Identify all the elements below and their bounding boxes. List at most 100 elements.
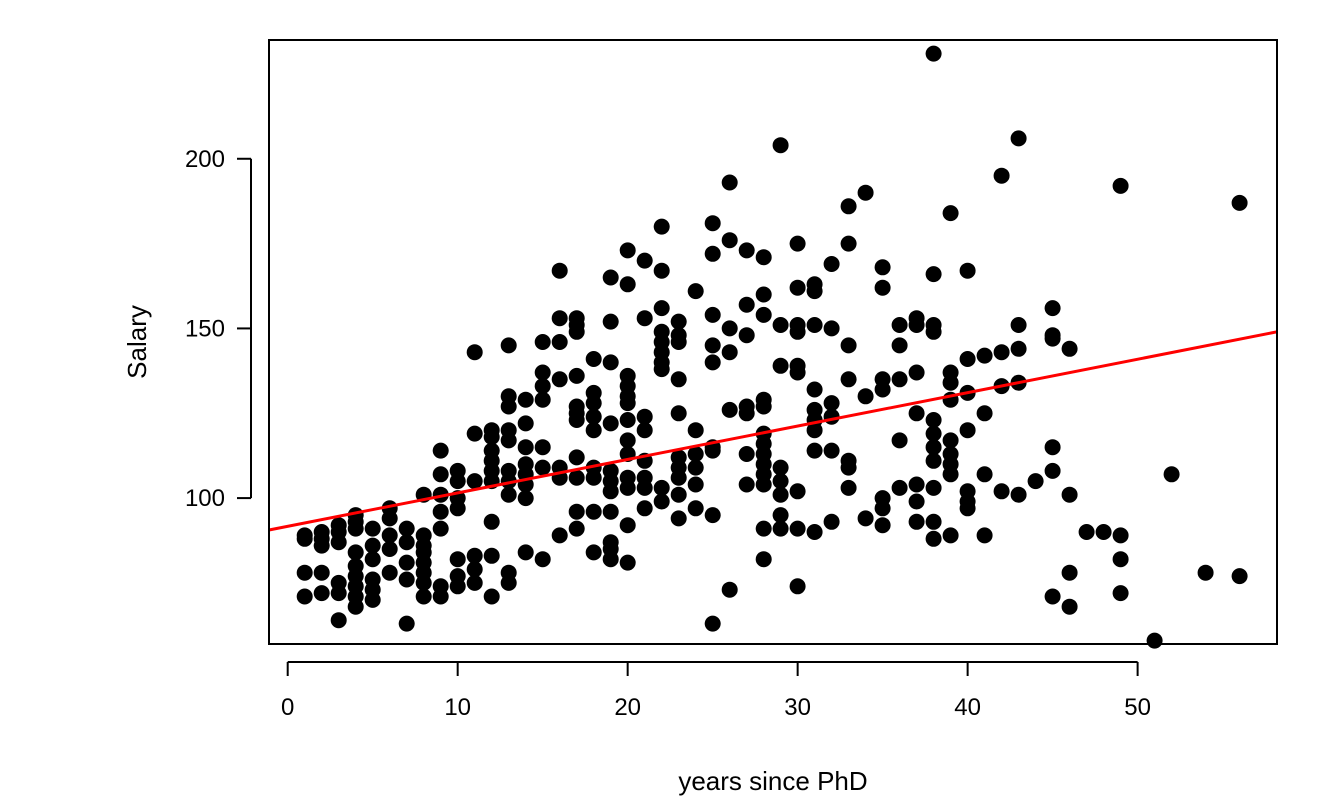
data-point — [602, 313, 619, 330]
data-point — [534, 391, 551, 408]
data-point — [789, 520, 806, 537]
data-point — [1044, 300, 1061, 317]
data-point — [1095, 524, 1112, 540]
data-point — [721, 232, 738, 249]
data-point — [330, 534, 347, 551]
data-point — [517, 490, 534, 507]
data-point — [976, 527, 993, 544]
data-point — [653, 262, 670, 279]
data-point — [755, 520, 772, 537]
data-point — [823, 442, 840, 459]
data-point — [500, 432, 517, 449]
data-point — [738, 296, 755, 313]
data-point — [942, 527, 959, 544]
data-point — [874, 381, 891, 398]
data-point — [670, 334, 687, 350]
data-point — [619, 479, 636, 496]
data-point — [772, 520, 789, 537]
data-point — [568, 503, 585, 520]
data-point — [976, 466, 993, 483]
data-point — [925, 323, 942, 340]
data-point — [806, 317, 823, 333]
data-point — [806, 442, 823, 459]
data-point — [585, 544, 602, 561]
data-point — [296, 588, 313, 605]
data-point — [755, 476, 772, 493]
data-point — [364, 537, 381, 554]
y-tick-label: 100 — [185, 485, 225, 512]
data-point — [398, 571, 415, 588]
data-point — [313, 537, 330, 554]
data-point — [602, 483, 619, 500]
data-point — [789, 578, 806, 595]
data-point — [602, 269, 619, 286]
data-point — [721, 344, 738, 361]
data-point — [704, 442, 721, 459]
data-point — [670, 313, 687, 330]
data-point — [636, 479, 653, 496]
data-point — [1078, 524, 1095, 540]
data-point — [908, 405, 925, 422]
data-point — [534, 334, 551, 350]
data-point — [976, 347, 993, 364]
data-point — [568, 412, 585, 428]
data-point — [381, 510, 398, 527]
data-point — [449, 500, 466, 517]
data-point — [483, 429, 500, 445]
data-point — [636, 500, 653, 517]
data-point — [1146, 632, 1163, 649]
data-point — [585, 469, 602, 486]
data-point — [687, 500, 704, 517]
data-point — [619, 395, 636, 412]
plot-frame — [268, 39, 1278, 645]
data-point — [687, 446, 704, 462]
data-point — [1061, 598, 1078, 615]
data-point — [551, 527, 568, 544]
data-point — [721, 174, 738, 191]
data-point — [483, 547, 500, 564]
x-axis-label: years since PhD — [678, 766, 867, 796]
data-point — [1112, 551, 1129, 568]
data-point — [534, 439, 551, 456]
data-point — [1231, 568, 1248, 585]
data-point — [636, 310, 653, 327]
data-point — [653, 479, 670, 496]
data-point — [619, 412, 636, 428]
data-point — [772, 507, 789, 524]
data-point — [806, 524, 823, 540]
data-point — [704, 215, 721, 232]
data-point — [738, 446, 755, 462]
data-point — [653, 300, 670, 317]
data-point — [823, 513, 840, 530]
data-point — [874, 517, 891, 534]
data-point — [925, 45, 942, 62]
data-point — [619, 242, 636, 259]
data-point — [313, 564, 330, 581]
data-point — [925, 530, 942, 547]
data-point — [806, 381, 823, 398]
data-point — [704, 507, 721, 524]
x-tick-label: 30 — [784, 694, 811, 721]
data-point — [670, 510, 687, 527]
data-point — [466, 561, 483, 578]
data-point — [789, 235, 806, 252]
data-point — [517, 415, 534, 432]
data-point — [585, 422, 602, 439]
data-point — [687, 422, 704, 439]
data-point — [347, 544, 364, 561]
data-point — [568, 323, 585, 340]
data-point — [449, 551, 466, 568]
data-point — [432, 486, 449, 503]
data-point — [721, 401, 738, 418]
data-point — [619, 517, 636, 534]
data-point — [789, 364, 806, 381]
data-point — [925, 412, 942, 428]
data-point — [466, 547, 483, 564]
data-point — [772, 317, 789, 333]
data-point — [738, 327, 755, 344]
data-point — [925, 452, 942, 469]
data-point — [466, 344, 483, 361]
data-point — [619, 554, 636, 571]
x-tick-label: 40 — [954, 694, 981, 721]
data-point — [364, 591, 381, 608]
